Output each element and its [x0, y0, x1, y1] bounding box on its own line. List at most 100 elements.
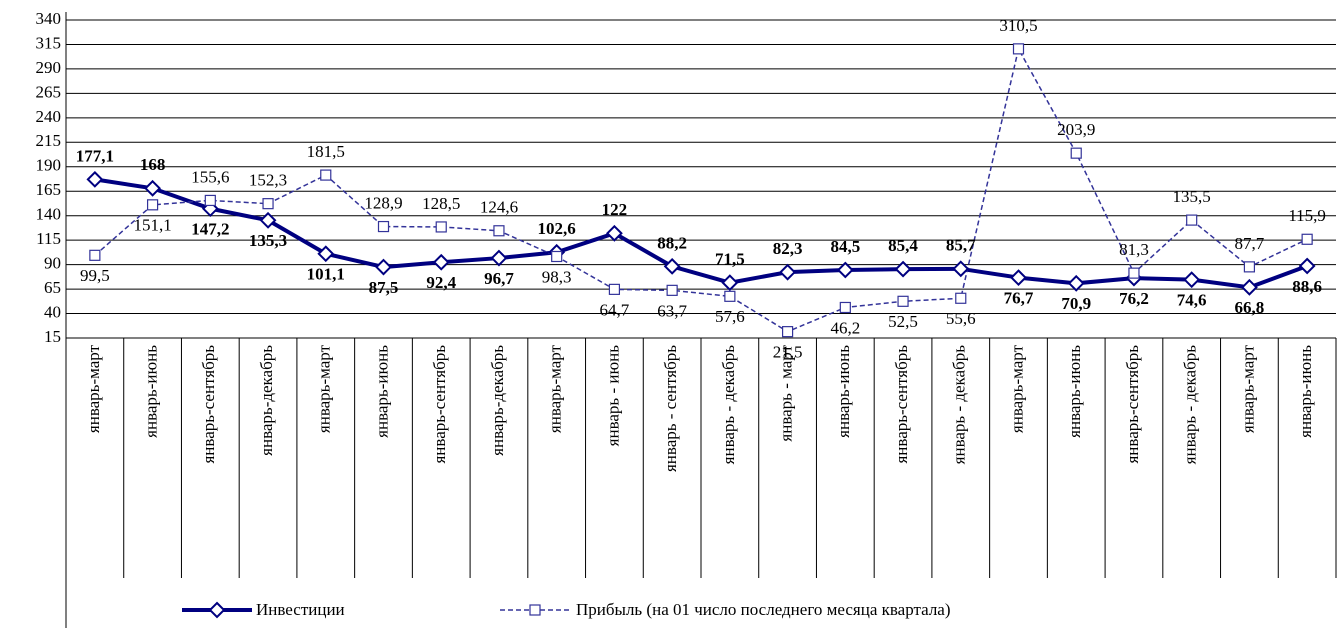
x-tick-label: январь-сентябрь [892, 345, 911, 464]
marker [781, 326, 794, 338]
y-tick-label: 240 [36, 107, 62, 126]
data-label: 181,5 [307, 142, 345, 161]
y-tick-label: 40 [44, 302, 61, 321]
data-label: 128,5 [422, 194, 460, 213]
x-tick-label: январь-март [315, 344, 334, 433]
y-tick-label: 140 [36, 205, 62, 224]
marker [779, 263, 797, 281]
data-label: 88,6 [1292, 277, 1322, 296]
x-tick-label: январь-июнь [1065, 345, 1084, 438]
data-label: 99,5 [80, 266, 110, 285]
data-label: 85,4 [888, 236, 918, 255]
x-tick-label: январь-март [1238, 344, 1257, 433]
data-label: 84,5 [830, 237, 860, 256]
data-label: 57,6 [715, 307, 745, 326]
marker [86, 170, 104, 188]
data-label: 76,2 [1119, 289, 1149, 308]
x-tick-label: январь-декабрь [488, 345, 507, 456]
data-label: 81,3 [1119, 240, 1149, 259]
marker [1067, 274, 1085, 292]
marker [490, 249, 508, 267]
marker [320, 169, 332, 181]
y-tick-label: 315 [36, 33, 62, 52]
data-label: 76,7 [1004, 289, 1034, 308]
x-tick-label: январь-сентябрь [1123, 345, 1142, 464]
marker [146, 199, 159, 211]
x-tick-label: январь - март [776, 344, 795, 441]
data-label: 122 [602, 200, 628, 219]
data-label: 85,7 [946, 236, 976, 255]
marker [894, 260, 912, 278]
data-label: 135,5 [1173, 187, 1211, 206]
marker [1070, 147, 1082, 159]
data-label: 55,6 [946, 309, 976, 328]
marker [1243, 261, 1256, 273]
marker [839, 301, 851, 314]
y-tick-label: 90 [44, 254, 61, 273]
series-line [94, 177, 1308, 290]
marker [1301, 233, 1313, 245]
marker [201, 200, 219, 218]
marker [1240, 278, 1258, 296]
data-label: 135,3 [249, 231, 287, 250]
x-tick-label: январь - декабрь [719, 345, 738, 465]
x-tick-label: январь-июнь [141, 345, 160, 438]
data-label: 102,6 [538, 219, 576, 238]
legend-marker [529, 604, 541, 616]
x-tick-label: январь - июнь [603, 345, 622, 447]
marker [317, 245, 335, 263]
marker [1186, 214, 1198, 226]
data-label: 96,7 [484, 269, 514, 288]
x-tick-label: январь-март [1007, 344, 1026, 433]
x-tick-label: январь-март [546, 344, 565, 433]
marker [1183, 271, 1201, 289]
data-label: 155,6 [191, 167, 229, 186]
legend-marker [208, 601, 226, 619]
data-label: 203,9 [1057, 120, 1095, 139]
marker [605, 224, 623, 242]
data-label: 71,5 [715, 250, 745, 269]
data-label: 63,7 [657, 301, 687, 320]
marker [952, 260, 970, 278]
data-label: 115,9 [1288, 206, 1326, 225]
marker [375, 258, 392, 276]
data-label: 82,3 [773, 239, 803, 258]
marker [721, 274, 739, 292]
data-label: 147,2 [191, 220, 229, 239]
y-tick-label: 215 [36, 131, 62, 150]
data-label: 151,1 [133, 216, 171, 235]
data-label: 168 [140, 155, 166, 174]
x-tick-label: январь-июнь [372, 345, 391, 438]
marker [1012, 43, 1025, 55]
x-tick-label: январь-сентябрь [430, 345, 449, 464]
y-tick-label: 290 [36, 58, 62, 77]
data-label: 101,1 [307, 265, 345, 284]
marker [204, 194, 216, 207]
legend-label: Прибыль (на 01 число последнего месяца к… [576, 600, 951, 619]
marker [435, 221, 447, 233]
marker [1010, 269, 1027, 287]
data-label: 88,2 [657, 233, 687, 252]
marker [608, 283, 621, 295]
data-label: 21,5 [773, 343, 803, 362]
data-label: 152,3 [249, 171, 287, 190]
x-tick-label: январь-декабрь [257, 345, 276, 456]
marker [551, 250, 563, 263]
y-tick-label: 115 [36, 229, 61, 248]
y-tick-label: 15 [44, 327, 61, 346]
legend: Инвестиции Прибыль (на 01 число последне… [182, 600, 951, 619]
x-tick-label: январь-июнь [834, 345, 853, 438]
data-label: 46,2 [830, 318, 860, 337]
marker [955, 292, 967, 304]
marker [836, 261, 854, 279]
data-label: 87,7 [1235, 234, 1265, 253]
data-label: 128,9 [364, 193, 402, 212]
x-tick-label: январь-сентябрь [199, 345, 218, 464]
marker [377, 220, 390, 233]
marker [144, 179, 162, 197]
x-tick-label: январь-июнь [1296, 345, 1315, 438]
marker [493, 225, 505, 237]
x-tick-label: январь - декабрь [1181, 345, 1200, 465]
y-tick-label: 265 [36, 82, 62, 101]
y-tick-label: 165 [36, 180, 62, 199]
